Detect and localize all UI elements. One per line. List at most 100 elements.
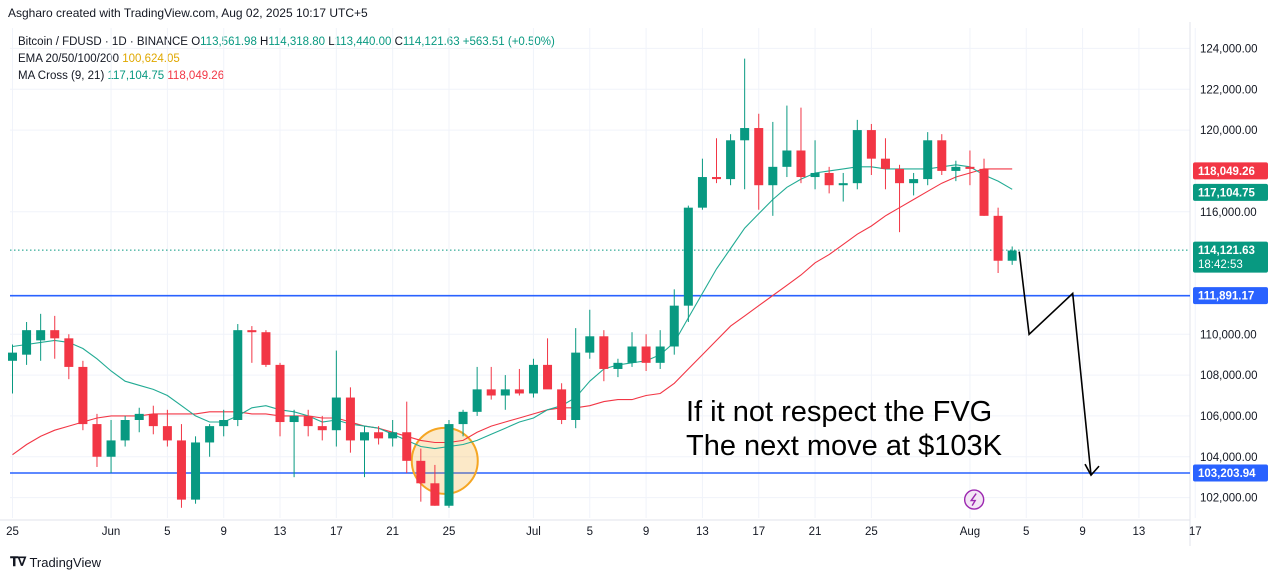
candle-body[interactable] (810, 172, 820, 178)
high-label: H (260, 36, 269, 48)
candle-body[interactable] (176, 440, 186, 500)
candle-body[interactable] (1007, 250, 1017, 261)
candle-body[interactable] (402, 432, 412, 461)
candle-body[interactable] (360, 432, 369, 441)
candle-body[interactable] (331, 397, 341, 431)
candle-body[interactable] (416, 460, 426, 484)
candle-body[interactable] (613, 362, 623, 369)
candle-body[interactable] (979, 168, 989, 216)
candle-body[interactable] (233, 330, 243, 420)
candle-body[interactable] (599, 336, 609, 369)
candle-body[interactable] (951, 166, 961, 171)
candle-body[interactable] (937, 140, 947, 171)
fast-ma-price-tag-bg[interactable] (1193, 183, 1268, 201)
legend-ma-cross-row[interactable]: MA Cross (9, 21) 117,104.75 118,049.26 (18, 68, 555, 85)
candle-body[interactable] (923, 140, 933, 180)
candle-body[interactable] (458, 411, 468, 425)
candle-body[interactable] (627, 346, 637, 363)
candle-body[interactable] (965, 166, 975, 169)
candle-body[interactable] (514, 389, 524, 394)
candle-body[interactable] (740, 128, 750, 141)
candle-body[interactable] (895, 168, 905, 184)
candle-body[interactable] (78, 366, 88, 425)
candle-body[interactable] (148, 413, 158, 427)
candle-body[interactable] (36, 330, 46, 341)
candle-body[interactable] (683, 207, 693, 306)
candle-body[interactable] (22, 330, 32, 355)
candle-body[interactable] (993, 215, 1003, 261)
candle-body[interactable] (782, 150, 792, 167)
candle-body[interactable] (162, 426, 172, 441)
candle-body[interactable] (50, 330, 60, 339)
x-tick-label: 17 (1189, 526, 1202, 538)
candle-body[interactable] (472, 389, 482, 412)
candle-body[interactable] (289, 415, 299, 423)
y-tick-label: 116,000.00 (1200, 207, 1257, 219)
candle-body[interactable] (486, 389, 496, 396)
candle-body[interactable] (191, 442, 201, 500)
candle-body[interactable] (106, 440, 116, 457)
candle-body[interactable] (754, 128, 764, 186)
candle-body[interactable] (557, 389, 567, 420)
candle-body[interactable] (345, 397, 355, 441)
candle-body[interactable] (824, 172, 834, 186)
candle-body[interactable] (8, 352, 17, 361)
candle-body[interactable] (697, 177, 707, 208)
legend-ema-row[interactable]: EMA 20/50/100/200 100,624.05 (18, 51, 555, 68)
candle-body[interactable] (880, 158, 890, 169)
x-tick-label: 17 (752, 526, 765, 538)
ma-cross-label[interactable]: MA Cross (9, 21) (18, 70, 105, 82)
low-value: 113,440.00 (334, 36, 392, 48)
candle-body[interactable] (317, 426, 327, 431)
projection-arrowhead (1084, 463, 1100, 477)
slow-ma-price-tag-bg[interactable] (1193, 162, 1268, 180)
projection-path[interactable] (1018, 251, 1092, 476)
event-lightning-icon[interactable] (963, 489, 985, 510)
x-tick-label: 21 (386, 526, 399, 538)
candle-body[interactable] (838, 183, 848, 186)
annotation-line-2: The next move at $103K (686, 430, 1003, 462)
candle-body[interactable] (64, 338, 74, 367)
level-price-tag: 103,203.94 (1198, 468, 1256, 480)
candle-body[interactable] (852, 130, 862, 184)
y-tick-label: 106,000.00 (1200, 411, 1258, 423)
level-price-tag-bg[interactable] (1193, 287, 1268, 305)
x-tick-label: 5 (587, 526, 593, 538)
candle-body[interactable] (303, 415, 313, 427)
ema-label[interactable]: EMA 20/50/100/200 (18, 53, 120, 65)
candle-body[interactable] (866, 130, 876, 159)
candle-body[interactable] (500, 389, 510, 396)
candle-body[interactable] (585, 336, 595, 353)
candle-body[interactable] (712, 177, 721, 180)
candle-body[interactable] (388, 432, 398, 439)
candle-body[interactable] (669, 305, 679, 347)
candle-body[interactable] (528, 364, 538, 394)
candle-body[interactable] (444, 424, 454, 506)
candle-body[interactable] (655, 346, 665, 363)
legend-symbol-row[interactable]: Bitcoin / FDUSD · 1D · BINANCE O113,561.… (18, 34, 555, 51)
candle-body[interactable] (430, 483, 440, 506)
candle-body[interactable] (275, 364, 285, 423)
candle-body[interactable] (120, 420, 130, 441)
candle-body[interactable] (543, 364, 553, 390)
candle-body[interactable] (261, 332, 271, 365)
candle-body[interactable] (247, 330, 257, 333)
candle-body[interactable] (909, 179, 919, 184)
candle-body[interactable] (768, 166, 778, 186)
candle-body[interactable] (92, 424, 102, 457)
candle-body[interactable] (134, 413, 144, 420)
candle-body[interactable] (726, 140, 736, 180)
candle-body[interactable] (219, 420, 229, 427)
candle-body[interactable] (571, 352, 581, 420)
candle-body[interactable] (205, 426, 215, 443)
last-price-tag-bg[interactable] (1193, 241, 1268, 273)
x-tick-label: 13 (696, 526, 709, 538)
symbol-name[interactable]: Bitcoin / FDUSD · 1D · BINANCE (18, 36, 188, 48)
level-price-tag-bg[interactable] (1193, 464, 1268, 482)
candle-body[interactable] (374, 432, 384, 439)
candle-body[interactable] (641, 346, 651, 363)
open-value: 113,561.98 (200, 36, 257, 48)
footer-brand[interactable]: 𝐓∇ TradingView (10, 554, 101, 570)
candle-body[interactable] (796, 150, 806, 178)
